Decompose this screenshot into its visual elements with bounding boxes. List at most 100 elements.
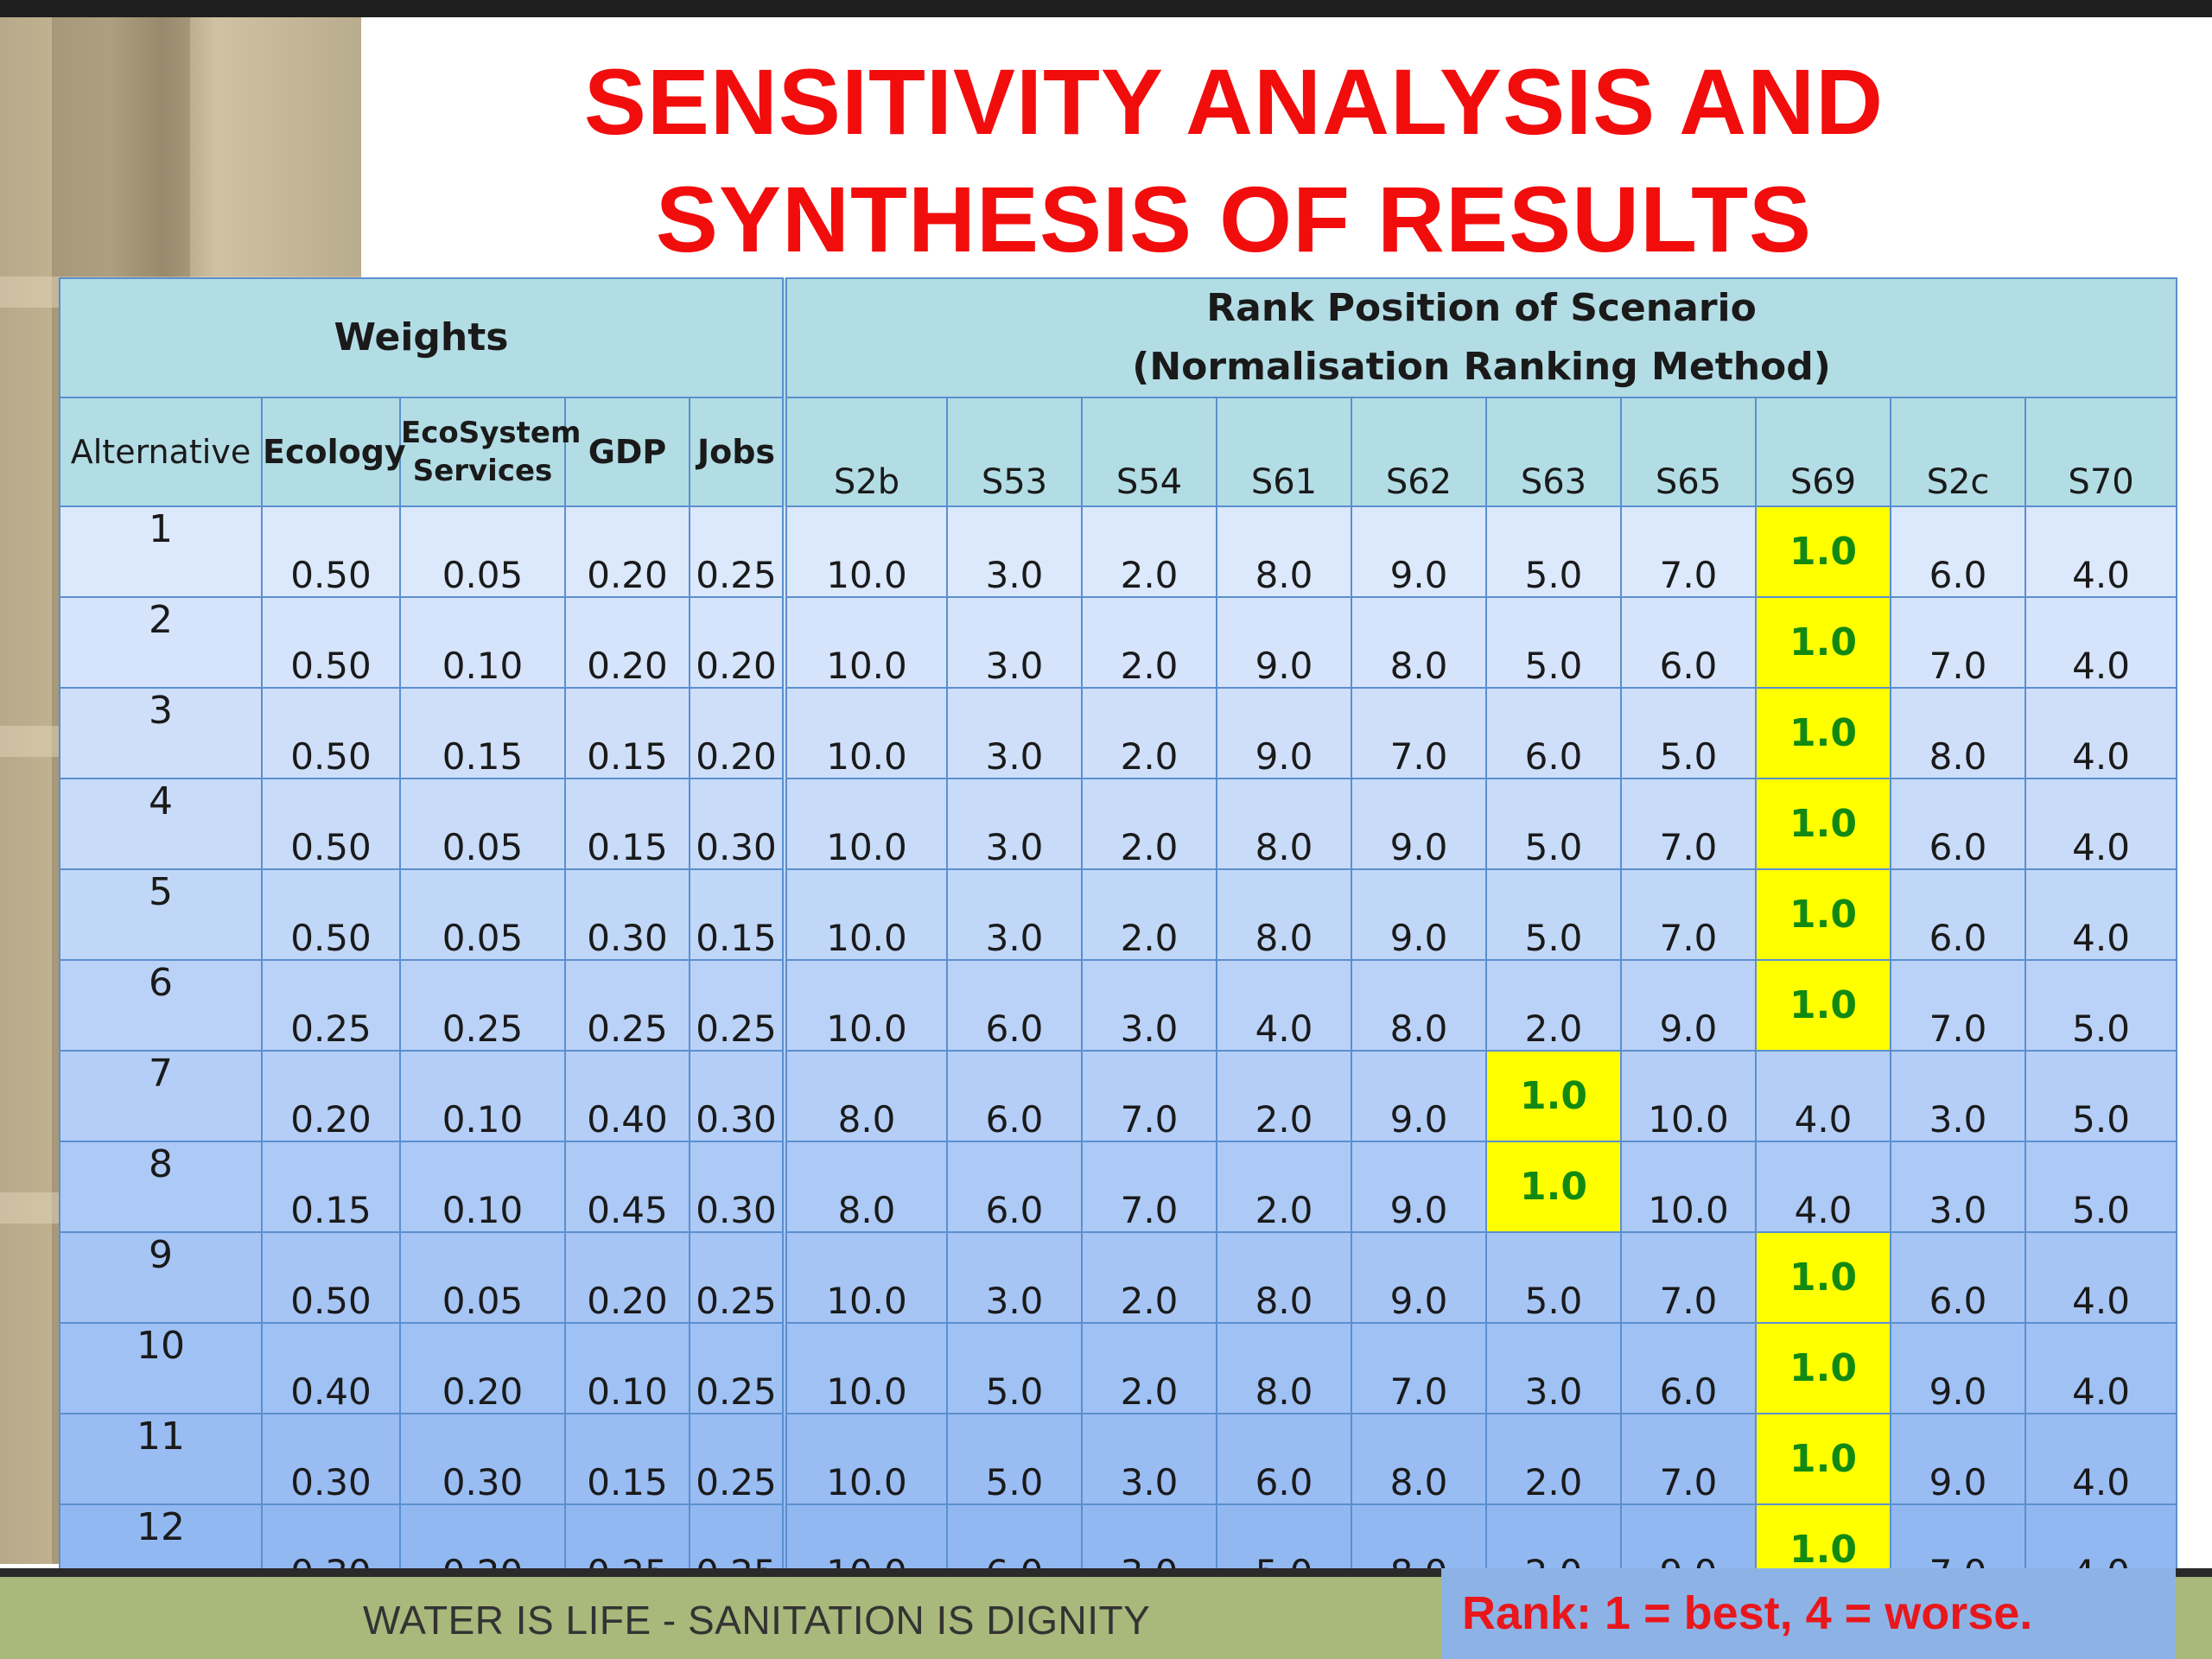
alternative-cell: 8 — [59, 1141, 263, 1233]
rank-cell: 4.0 — [1216, 959, 1352, 1052]
weight-cell-ecology: 0.20 — [261, 1050, 401, 1142]
weight-cell-ecosystem-services: 0.30 — [399, 1413, 566, 1505]
rank-header-line-2: (Normalisation Ranking Method) — [1132, 345, 1831, 389]
rank-cell: 8.0 — [782, 1141, 948, 1233]
weights-header: Weights — [59, 277, 785, 398]
rank-cell: 8.0 — [1351, 1413, 1487, 1505]
weight-cell-ecology: 0.50 — [261, 868, 401, 961]
rank-cell: 4.0 — [1755, 1050, 1891, 1142]
rank-cell: 6.0 — [1890, 1231, 2026, 1324]
rank-cell: 5.0 — [946, 1322, 1083, 1414]
rank-cell: 9.0 — [1890, 1413, 2026, 1505]
rank-cell: 6.0 — [1216, 1413, 1352, 1505]
weight-cell-gdp: 0.15 — [564, 1413, 690, 1505]
weight-cell-ecology: 0.15 — [261, 1141, 401, 1233]
weight-cell-jobs: 0.20 — [689, 596, 785, 689]
column-header-row: Alternative Ecology EcoSystem Services GDP J… — [59, 397, 2178, 507]
rank-cell: 5.0 — [946, 1413, 1083, 1505]
rank-cell: 5.0 — [1485, 505, 1622, 598]
rank-cell: 5.0 — [1620, 687, 1757, 779]
weight-cell-jobs: 0.25 — [689, 1413, 785, 1505]
alternative-cell: 2 — [59, 596, 263, 689]
rank-cell: 4.0 — [2024, 778, 2178, 870]
title-line-1: SENSITIVITY ANALYSIS AND — [583, 49, 1885, 154]
weight-cell-gdp: 0.30 — [564, 868, 690, 961]
best-rank-cell: 1.0 — [1755, 687, 1891, 779]
rank-cell: 10.0 — [782, 778, 948, 870]
rank-cell: 10.0 — [782, 687, 948, 779]
rank-cell: 4.0 — [2024, 687, 2178, 779]
rank-cell: 2.0 — [1081, 778, 1217, 870]
rank-cell: 4.0 — [2024, 1322, 2178, 1414]
alternative-cell: 10 — [59, 1322, 263, 1414]
col-header-s69: S69 — [1755, 397, 1891, 507]
rank-cell: 5.0 — [2024, 1050, 2178, 1142]
rank-cell: 6.0 — [1620, 596, 1757, 689]
weight-cell-gdp: 0.10 — [564, 1322, 690, 1414]
rank-cell: 5.0 — [2024, 959, 2178, 1052]
table-row: 2 0.50 0.10 0.20 0.20 10.0 3.0 2.0 9.0 8.0 5.0 6.0 1… — [59, 596, 2178, 689]
rank-cell: 6.0 — [1620, 1322, 1757, 1414]
rank-cell: 7.0 — [1351, 687, 1487, 779]
rank-cell: 4.0 — [2024, 596, 2178, 689]
rank-cell: 3.0 — [946, 868, 1083, 961]
weight-cell-jobs: 0.25 — [689, 959, 785, 1052]
alternative-cell: 1 — [59, 505, 263, 598]
alternative-cell: 5 — [59, 868, 263, 961]
rank-cell: 2.0 — [1081, 687, 1217, 779]
weight-cell-gdp: 0.45 — [564, 1141, 690, 1233]
rank-cell: 10.0 — [782, 959, 948, 1052]
rank-cell: 10.0 — [782, 505, 948, 598]
best-rank-cell: 1.0 — [1755, 1322, 1891, 1414]
footer-slogan: WATER IS LIFE - SANITATION IS DIGNITY — [363, 1598, 1151, 1643]
rank-cell: 6.0 — [1485, 687, 1622, 779]
rank-cell: 8.0 — [1216, 1322, 1352, 1414]
weight-cell-gdp: 0.20 — [564, 505, 690, 598]
rank-cell: 8.0 — [1351, 959, 1487, 1052]
col-header-s61: S61 — [1216, 397, 1352, 507]
weight-cell-ecology: 0.50 — [261, 1231, 401, 1324]
rank-cell: 3.0 — [1081, 959, 1217, 1052]
rank-cell: 9.0 — [1351, 1231, 1487, 1324]
col-header-s54: S54 — [1081, 397, 1217, 507]
weight-cell-jobs: 0.30 — [689, 1141, 785, 1233]
table-row: 10 0.40 0.20 0.10 0.25 10.0 5.0 2.0 8.0 7.0 3.0 6.0… — [59, 1322, 2178, 1414]
rank-cell: 2.0 — [1216, 1141, 1352, 1233]
rank-cell: 5.0 — [2024, 1141, 2178, 1233]
weight-cell-ecosystem-services: 0.05 — [399, 505, 566, 598]
rank-cell: 7.0 — [1890, 596, 2026, 689]
weight-cell-ecology: 0.50 — [261, 778, 401, 870]
top-bar — [0, 0, 2212, 17]
weight-cell-ecology: 0.25 — [261, 959, 401, 1052]
rank-cell: 3.0 — [946, 687, 1083, 779]
weight-cell-ecology: 0.50 — [261, 505, 401, 598]
rank-cell: 3.0 — [1890, 1050, 2026, 1142]
footer-strip — [0, 1568, 2212, 1577]
weight-cell-jobs: 0.25 — [689, 1322, 785, 1414]
rank-cell: 9.0 — [1216, 687, 1352, 779]
rank-cell: 7.0 — [1081, 1050, 1217, 1142]
weight-cell-ecosystem-services: 0.20 — [399, 1322, 566, 1414]
weight-cell-ecology: 0.50 — [261, 687, 401, 779]
rank-cell: 3.0 — [1081, 1413, 1217, 1505]
col-header-s2b: S2b — [782, 397, 948, 507]
rank-cell: 4.0 — [2024, 505, 2178, 598]
rank-cell: 3.0 — [946, 778, 1083, 870]
rank-header-line-1: Rank Position of Scenario — [1206, 286, 1757, 330]
rank-cell: 8.0 — [1216, 868, 1352, 961]
rank-cell: 9.0 — [1351, 505, 1487, 598]
best-rank-cell: 1.0 — [1755, 1231, 1891, 1324]
weight-cell-ecosystem-services: 0.10 — [399, 596, 566, 689]
rank-cell: 10.0 — [782, 868, 948, 961]
col-header-gdp: GDP — [564, 397, 690, 507]
col-header-alternative: Alternative — [59, 397, 263, 507]
best-rank-cell: 1.0 — [1755, 959, 1891, 1052]
rank-cell: 10.0 — [782, 596, 948, 689]
rank-cell: 8.0 — [1216, 1231, 1352, 1324]
weight-cell-ecosystem-services: 0.10 — [399, 1141, 566, 1233]
weight-cell-jobs: 0.20 — [689, 687, 785, 779]
rank-cell: 3.0 — [946, 505, 1083, 598]
rank-cell: 7.0 — [1620, 1413, 1757, 1505]
rank-cell: 10.0 — [782, 1322, 948, 1414]
rank-cell: 7.0 — [1351, 1322, 1487, 1414]
